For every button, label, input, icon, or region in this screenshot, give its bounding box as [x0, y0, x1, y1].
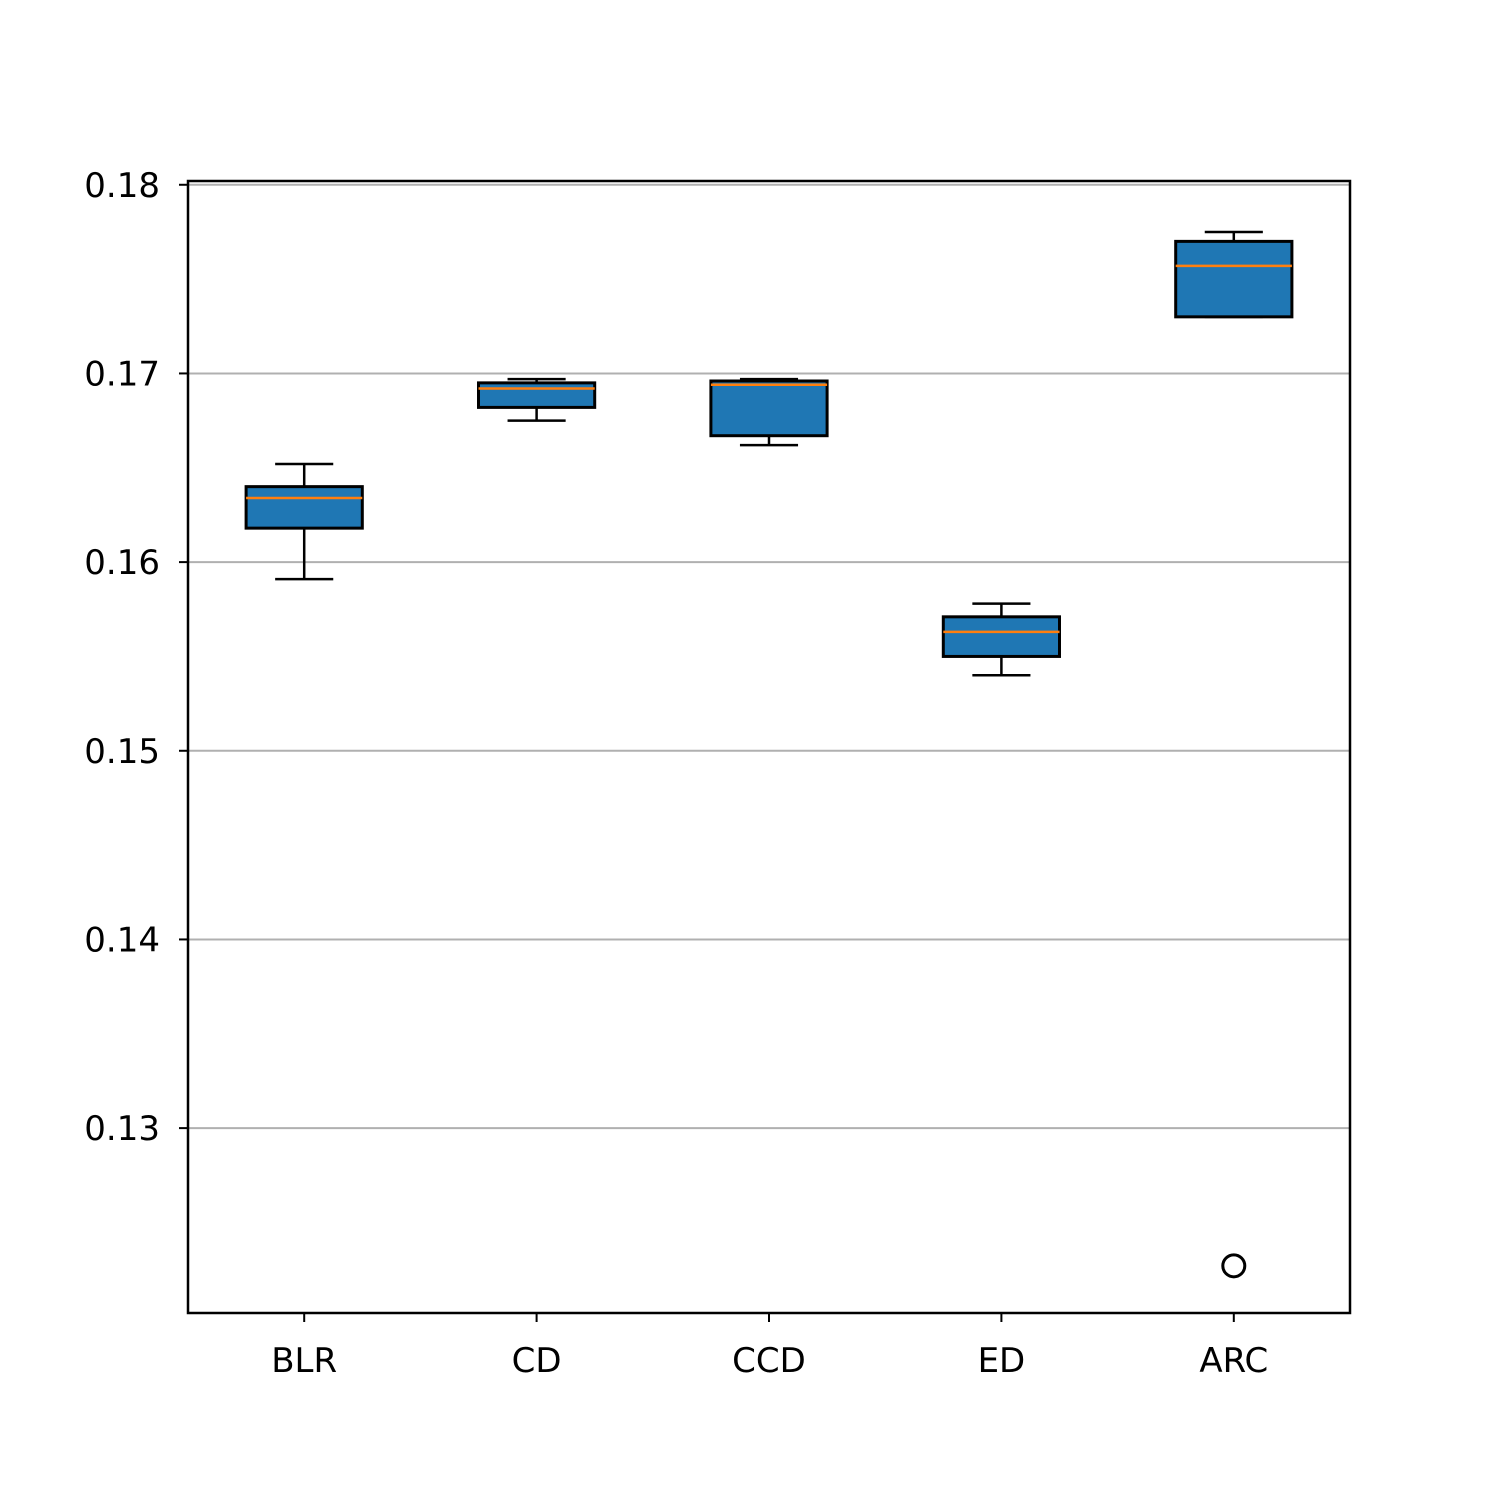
box-iqr: [477, 381, 597, 409]
box-ed: [941, 602, 1061, 677]
box-iqr: [709, 379, 829, 438]
y-tick-label-2: 0.15: [84, 732, 160, 772]
y-tick-label-5: 0.18: [84, 166, 160, 206]
y-grid: [188, 183, 1350, 1130]
flier-point-0: [1221, 1253, 1247, 1279]
x-tick-label-4: ARC: [1199, 1341, 1268, 1381]
box-iqr: [244, 485, 364, 530]
y-tick-label-1: 0.14: [84, 920, 160, 960]
box-arc: [1174, 230, 1294, 1279]
x-tick-label-0: BLR: [271, 1341, 337, 1381]
x-tick-label-1: CD: [512, 1341, 562, 1381]
box-blr: [244, 462, 364, 581]
x-tick-label-2: CCD: [732, 1341, 806, 1381]
y-tick-label-4: 0.17: [84, 354, 160, 394]
y-tick-label-3: 0.16: [84, 543, 160, 583]
box-cd: [477, 377, 597, 422]
y-tick-label-0: 0.13: [84, 1109, 160, 1149]
axis-ticks: 0.13 0.14 0.15 0.16 0.17 0.18 BLR CD CCD ED ARC: [84, 166, 1268, 1381]
boxes: [244, 230, 1294, 1279]
box-iqr: [941, 615, 1061, 658]
box-iqr: [1174, 239, 1294, 319]
x-tick-label-3: ED: [978, 1341, 1026, 1381]
box-ccd: [709, 377, 829, 447]
